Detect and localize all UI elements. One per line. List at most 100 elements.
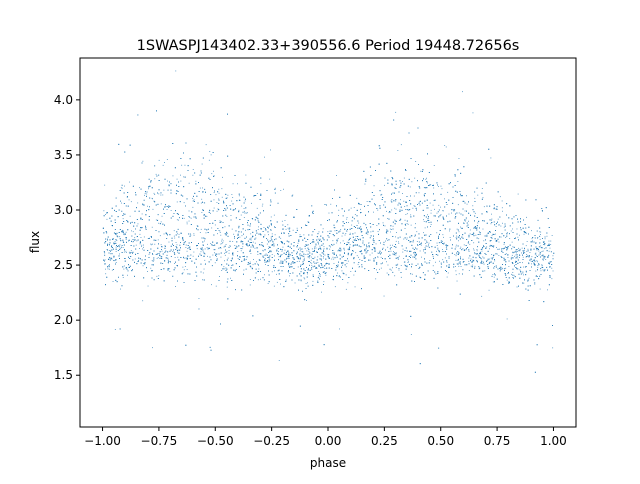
data-point: [160, 203, 162, 205]
data-point: [545, 259, 547, 260]
data-point: [193, 234, 195, 236]
data-point: [491, 235, 493, 237]
data-point: [335, 267, 337, 269]
data-point: [392, 267, 393, 269]
data-point: [147, 205, 148, 207]
data-point: [364, 249, 365, 251]
data-point: [477, 222, 479, 224]
data-point: [264, 258, 266, 259]
data-point: [374, 247, 375, 249]
data-point: [456, 280, 458, 282]
data-point: [274, 239, 275, 241]
data-point: [527, 250, 529, 252]
data-point: [249, 279, 251, 280]
data-point: [205, 263, 206, 265]
data-point: [166, 159, 168, 160]
data-point: [182, 272, 184, 274]
data-point: [238, 209, 240, 211]
data-point: [164, 207, 166, 208]
data-point: [468, 241, 469, 242]
data-point: [462, 200, 464, 202]
data-point: [249, 261, 251, 263]
data-point: [223, 246, 225, 248]
data-point: [316, 251, 318, 253]
data-point: [365, 233, 367, 235]
data-point: [224, 260, 225, 262]
data-point: [535, 275, 537, 277]
data-point: [551, 278, 553, 280]
data-point: [421, 264, 423, 265]
data-point: [264, 234, 266, 236]
data-point: [490, 219, 492, 221]
data-point: [537, 266, 539, 268]
data-point: [344, 234, 346, 236]
data-point: [446, 253, 447, 255]
data-point: [478, 268, 480, 270]
data-point: [390, 211, 392, 213]
data-point: [123, 265, 125, 267]
data-point: [536, 260, 538, 262]
data-point: [207, 243, 208, 245]
data-point: [175, 286, 176, 287]
data-point: [364, 183, 366, 185]
data-point: [515, 254, 517, 256]
data-point: [493, 246, 494, 248]
data-point: [460, 246, 462, 248]
data-point: [203, 268, 205, 270]
data-point: [414, 235, 416, 237]
data-point: [349, 232, 351, 234]
data-point: [177, 251, 179, 253]
data-point: [433, 165, 435, 166]
data-point: [400, 199, 401, 201]
data-point: [281, 254, 283, 255]
data-point: [500, 256, 502, 257]
data-point: [289, 275, 290, 277]
data-point: [256, 261, 257, 263]
data-point: [367, 233, 369, 235]
data-point: [394, 219, 396, 221]
data-point: [233, 233, 235, 235]
data-point: [192, 255, 194, 257]
data-point: [244, 210, 245, 212]
data-point: [204, 240, 205, 242]
data-point: [491, 213, 492, 215]
data-point: [410, 224, 412, 226]
data-point: [440, 214, 442, 216]
data-point: [296, 227, 298, 229]
data-point: [495, 267, 497, 268]
data-point: [421, 256, 422, 258]
data-point: [237, 251, 239, 252]
data-point: [228, 250, 230, 251]
data-point: [152, 198, 153, 200]
data-point: [524, 249, 525, 251]
data-point: [417, 245, 419, 246]
data-point: [355, 236, 357, 237]
data-point: [506, 318, 508, 320]
data-point: [470, 265, 472, 267]
data-point: [168, 205, 170, 206]
data-point: [231, 200, 233, 202]
data-point: [103, 210, 105, 212]
data-point: [306, 250, 308, 252]
data-point: [243, 217, 245, 218]
data-point: [516, 286, 518, 288]
data-point: [387, 218, 389, 219]
data-point: [513, 278, 514, 279]
data-point: [277, 270, 279, 272]
data-point: [158, 222, 160, 224]
data-point: [475, 227, 476, 229]
data-point: [158, 159, 160, 161]
data-point: [139, 187, 140, 189]
data-point: [188, 220, 190, 222]
data-point: [270, 216, 272, 218]
data-point: [284, 249, 286, 251]
data-point: [512, 228, 513, 230]
data-point: [248, 263, 250, 265]
data-point: [338, 209, 340, 211]
data-point: [301, 251, 303, 253]
data-point: [483, 206, 485, 208]
data-point: [414, 251, 416, 253]
data-point: [188, 255, 190, 257]
data-point: [140, 237, 142, 238]
data-point: [492, 274, 494, 275]
